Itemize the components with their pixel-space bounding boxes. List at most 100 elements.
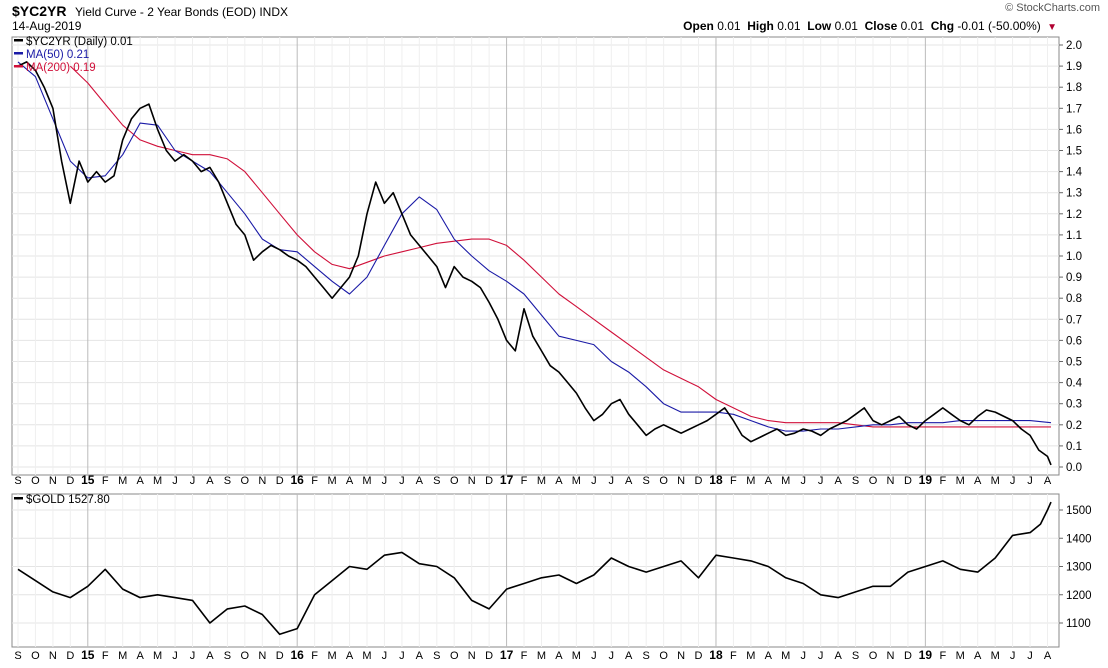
x-tick-label: J — [609, 475, 615, 487]
x-tick-label: J — [609, 650, 615, 662]
gold-panel-frame — [11, 493, 1060, 648]
x-tick-label: M — [572, 475, 581, 487]
legend-swatch — [14, 52, 23, 55]
x-tick-label: 19 — [919, 473, 933, 487]
x-tick-label: D — [904, 650, 912, 662]
brand-link[interactable]: © StockCharts.com — [1005, 2, 1100, 14]
x-tick-label: O — [241, 475, 250, 487]
x-tick-label: N — [258, 650, 266, 662]
y-tick-label: 0.7 — [1066, 314, 1082, 326]
x-tick-label: D — [695, 475, 703, 487]
legend-label: $GOLD 1527.80 — [26, 494, 110, 506]
y-tick-label: 0.4 — [1066, 378, 1083, 390]
y-tick-label: 0.5 — [1066, 357, 1082, 369]
yield-vgridlines — [17, 37, 1049, 475]
x-tick-label: A — [206, 650, 214, 662]
y-tick-label: 1.3 — [1066, 188, 1082, 200]
chart-symbol: $YC2YR — [12, 3, 67, 19]
x-tick-label: J — [172, 650, 178, 662]
gold-gridlines — [12, 509, 1059, 624]
x-tick-label: F — [939, 475, 946, 487]
close-label: Close — [864, 19, 898, 33]
x-tick-label: J — [800, 475, 806, 487]
x-tick-label: S — [643, 650, 650, 662]
y-tick-label: 1.8 — [1066, 82, 1082, 94]
x-tick-label: S — [643, 475, 650, 487]
x-tick-label: N — [258, 475, 266, 487]
x-tick-label: A — [555, 475, 563, 487]
gold-y-axis: 1500 1400 1300 1200 1100 — [1059, 505, 1092, 630]
y-tick-label: 1.0 — [1066, 251, 1082, 263]
x-tick-label: 17 — [500, 473, 514, 487]
x-tick-label: J — [1010, 475, 1016, 487]
x-tick-label: J — [818, 475, 824, 487]
y-tick-label: 1.4 — [1066, 167, 1083, 179]
y-tick-label: 0.3 — [1066, 399, 1082, 411]
x-tick-label: D — [276, 650, 284, 662]
chg-down-icon: ▼ — [1047, 22, 1057, 33]
x-tick-label: J — [591, 475, 597, 487]
x-tick-label: A — [1044, 650, 1052, 662]
x-tick-label: M — [956, 650, 965, 662]
x-tick-label: A — [625, 475, 633, 487]
x-tick-label: D — [695, 650, 703, 662]
x-tick-label: D — [66, 650, 74, 662]
x-tick-label: F — [102, 475, 109, 487]
y-tick-label: 0.1 — [1066, 441, 1082, 453]
yield-gridlines — [12, 44, 1059, 468]
series-line-ma200 — [69, 65, 1051, 428]
y-tick-label: 0.2 — [1066, 420, 1082, 432]
x-tick-label: N — [886, 475, 894, 487]
x-tick-label: O — [450, 475, 459, 487]
series-line-gold — [17, 501, 1052, 636]
x-tick-label: N — [886, 650, 894, 662]
gold-panel[interactable]: 1500 1400 1300 1200 1100 $GOLD 1527.80 — [11, 493, 1092, 648]
x-tick-label: 15 — [81, 473, 95, 487]
x-tick-label: O — [31, 475, 40, 487]
x-tick-label: N — [677, 475, 685, 487]
chg-value: -0.01 (-50.00%) — [957, 19, 1041, 33]
x-tick-label: N — [677, 650, 685, 662]
x-tick-label: 18 — [709, 648, 723, 662]
x-tick-label: O — [869, 650, 878, 662]
x-tick-label: J — [399, 475, 405, 487]
x-tick-label: O — [659, 650, 668, 662]
x-tick-label: M — [781, 650, 790, 662]
low-label: Low — [807, 19, 832, 33]
y-tick-label: 2.0 — [1066, 40, 1082, 52]
x-tick-label: D — [66, 475, 74, 487]
x-tick-label: F — [521, 650, 528, 662]
description-text: Yield Curve - 2 Year Bonds (EOD) — [75, 5, 256, 19]
x-tick-label: F — [311, 650, 318, 662]
x-tick-label: F — [521, 475, 528, 487]
close-value: 0.01 — [900, 19, 925, 33]
x-tick-label: O — [31, 650, 40, 662]
x-tick-label: J — [172, 475, 178, 487]
x-tick-label: A — [1044, 475, 1052, 487]
y-tick-label: 1.2 — [1066, 209, 1082, 221]
x-tick-label: A — [136, 650, 144, 662]
x-tick-label: O — [450, 650, 459, 662]
x-tick-label: A — [416, 475, 424, 487]
y-tick-label: 1.6 — [1066, 124, 1082, 136]
y-tick-label: 0.0 — [1066, 462, 1082, 474]
y-tick-label: 1400 — [1066, 533, 1092, 545]
x-tick-label: J — [1027, 650, 1033, 662]
x-tick-label: J — [382, 475, 388, 487]
x-tick-label: A — [765, 475, 773, 487]
x-tick-label: N — [468, 475, 476, 487]
yield-panel[interactable]: 2.0 1.9 1.8 1.7 1.6 1.5 1.4 1.3 1.2 1.1 1.0 0.9 0.8 0… — [11, 36, 1083, 476]
gold-legend: $GOLD 1527.80 — [14, 494, 110, 506]
x-tick-label: A — [416, 650, 424, 662]
x-tick-label: A — [206, 475, 214, 487]
x-tick-label: F — [311, 475, 318, 487]
low-value: 0.01 — [834, 19, 858, 33]
gold-x-axis: S O N D 15 F M A M J J A S O N D 16 F M A M J J A S O N D 17 F M A M J J A S… — [14, 648, 1052, 662]
x-tick-label: 16 — [291, 648, 305, 662]
exchange-text: INDX — [259, 5, 288, 19]
y-tick-label: 1.7 — [1066, 103, 1082, 115]
x-tick-label: M — [956, 475, 965, 487]
x-tick-label: A — [346, 475, 354, 487]
y-tick-label: 0.8 — [1066, 293, 1082, 305]
